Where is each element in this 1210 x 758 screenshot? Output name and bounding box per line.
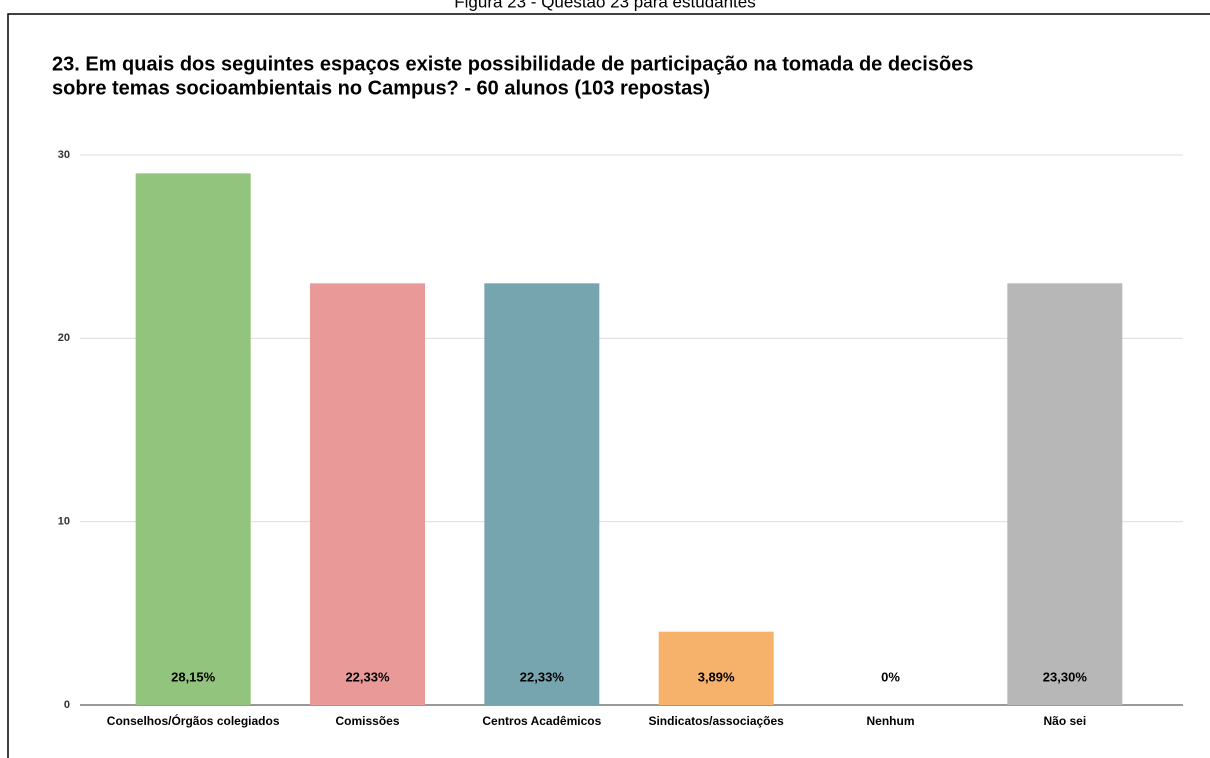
bar: [310, 283, 425, 705]
x-tick-label: Comissões: [335, 714, 399, 728]
caption: Figura 23 - Questão 23 para estudantes: [454, 0, 755, 11]
data-label: 3,89%: [698, 669, 735, 684]
data-label: 22,33%: [520, 669, 565, 684]
chart-title: 23. Em quais dos seguintes espaços exist…: [52, 53, 973, 75]
x-tick-label: Nenhum: [867, 714, 915, 728]
bar: [135, 173, 251, 706]
data-label: 22,33%: [345, 669, 390, 684]
bar: [1007, 283, 1123, 705]
x-tick-label: Sindicatos/associações: [648, 714, 784, 728]
data-label: 0%: [881, 669, 900, 684]
data-label: 23,30%: [1043, 669, 1088, 684]
y-tick-label: 0: [64, 699, 70, 711]
y-tick-label: 20: [58, 332, 70, 344]
data-label: 28,15%: [171, 669, 216, 684]
y-tick-label: 30: [58, 149, 70, 161]
chart-title: sobre temas socioambientais no Campus? -…: [52, 77, 710, 99]
bar: [484, 283, 600, 705]
x-tick-label: Conselhos/Órgãos colegiados: [107, 713, 280, 728]
x-tick-label: Não sei: [1043, 714, 1086, 728]
frame: [7, 13, 1210, 758]
x-tick-label: Centros Acadêmicos: [482, 714, 601, 728]
bar: [658, 631, 774, 705]
y-tick-label: 10: [58, 516, 70, 528]
